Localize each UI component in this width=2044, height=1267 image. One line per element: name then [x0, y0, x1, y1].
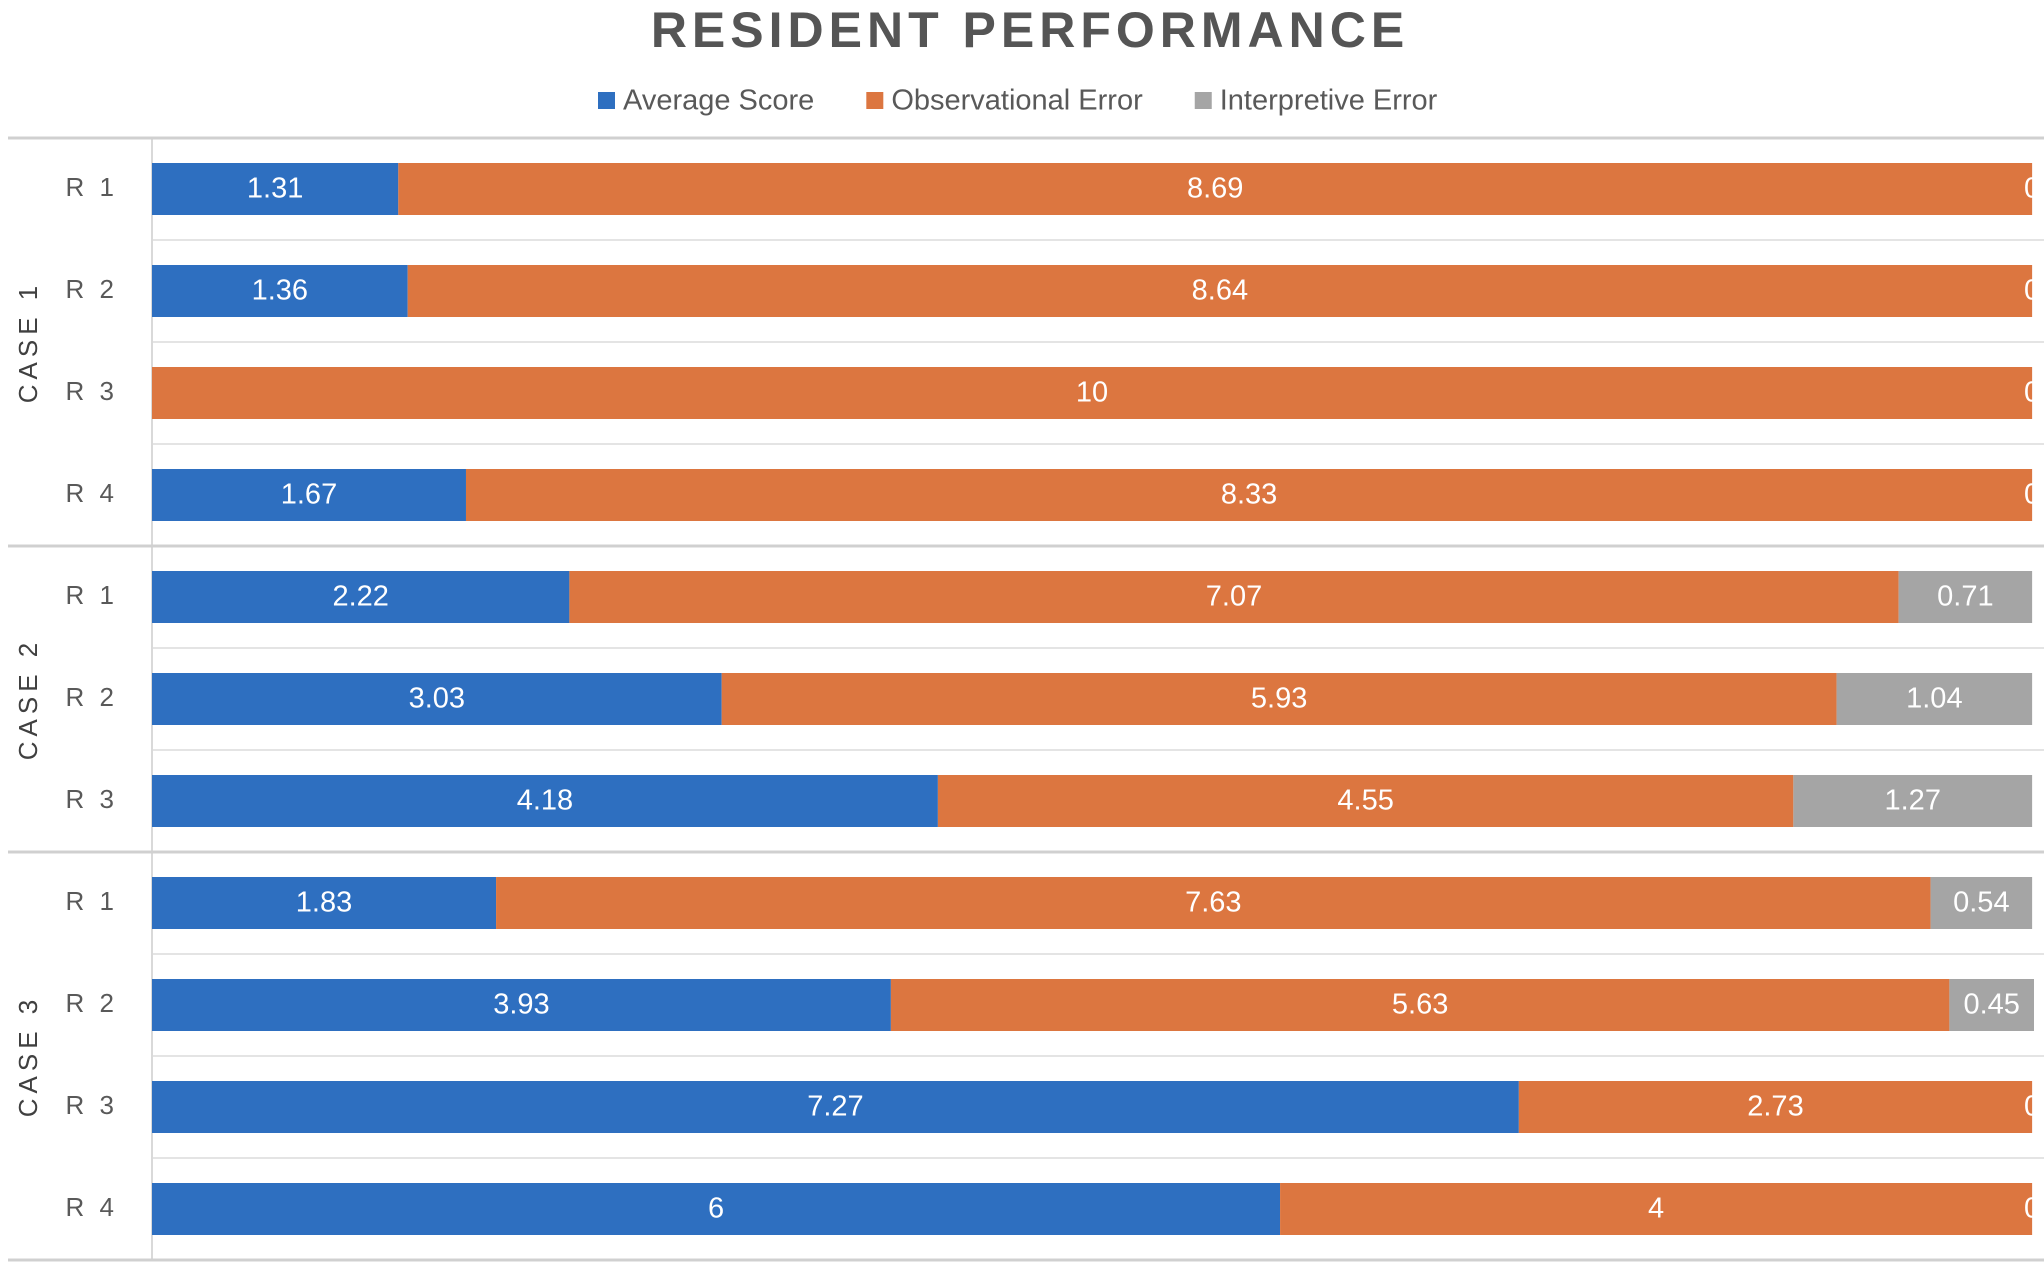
y-tick-label: R 4: [66, 478, 118, 508]
data-label: 1.83: [296, 887, 352, 919]
group-label: CASE 1: [13, 281, 43, 404]
bar-segment: [721, 673, 1837, 725]
data-label: 8.69: [1187, 173, 1243, 205]
data-label: 0: [2024, 1091, 2040, 1123]
group-label: CASE 2: [13, 638, 43, 761]
data-label: 8.33: [1221, 479, 1277, 511]
legend-swatch: [598, 92, 615, 109]
data-label: 0: [2024, 275, 2040, 307]
bar-segment: [1836, 673, 2033, 725]
data-label: 5.63: [1392, 989, 1448, 1021]
legend-swatch: [866, 92, 884, 109]
bar-segment: [398, 163, 2033, 215]
y-tick-label: R 1: [66, 580, 118, 610]
bar-segment: [152, 775, 938, 827]
data-label: 0: [2024, 173, 2040, 205]
bar-segment: [152, 265, 408, 317]
data-label: 1.31: [247, 173, 303, 205]
data-label: 3.03: [409, 683, 465, 715]
bar-segment: [1949, 979, 2034, 1031]
data-label: 7.27: [807, 1091, 863, 1123]
bar-segment: [152, 163, 399, 215]
data-label: 3.93: [493, 989, 549, 1021]
bar-segment: [152, 1081, 1519, 1133]
y-tick-label: R 2: [66, 274, 118, 304]
data-label: 1.36: [252, 275, 308, 307]
data-label: 4.55: [1337, 785, 1393, 817]
bar-segment: [152, 1183, 1281, 1235]
data-label: 1.67: [281, 479, 337, 511]
data-label: 0.54: [1953, 887, 2009, 919]
bar-segment: [937, 775, 1794, 827]
y-tick-label: R 3: [66, 376, 118, 406]
bar-segment: [1280, 1183, 2033, 1235]
y-tick-label: R 3: [66, 1090, 118, 1120]
bar-segment: [152, 469, 466, 521]
data-label: 1.04: [1906, 683, 1962, 715]
bar-segment: [1930, 877, 2033, 929]
data-label: 4: [1648, 1193, 1664, 1225]
data-label: 0.45: [1963, 989, 2019, 1021]
legend-label: Interpretive Error: [1220, 85, 1438, 117]
data-label: 2.22: [332, 581, 388, 613]
bar-segment: [152, 979, 891, 1031]
bar-segment: [407, 265, 2033, 317]
data-label: 8.64: [1192, 275, 1248, 307]
data-label: 5.93: [1251, 683, 1307, 715]
legend-swatch: [1194, 92, 1212, 109]
legend-label: Average Score: [623, 85, 814, 117]
y-tick-label: R 4: [66, 1192, 118, 1222]
bar-segment: [1793, 775, 2033, 827]
legend-label: Observational Error: [891, 85, 1143, 117]
data-label: 0: [2024, 479, 2040, 511]
bar-segment: [1898, 571, 2033, 623]
bar-segment: [496, 877, 1931, 929]
bar-segment: [890, 979, 1950, 1031]
bar-segment: [465, 469, 2033, 521]
bar-segment: [1518, 1081, 2033, 1133]
data-label: 0: [2024, 1193, 2040, 1225]
group-label: CASE 3: [13, 995, 43, 1118]
data-label: 0: [2024, 377, 2040, 409]
bar-segment: [152, 367, 2033, 419]
bar-segment: [152, 571, 570, 623]
y-tick-label: R 3: [66, 784, 118, 814]
chart-title: RESIDENT PERFORMANCE: [651, 2, 1409, 58]
y-tick-label: R 1: [66, 172, 118, 202]
y-tick-label: R 2: [66, 988, 118, 1018]
y-tick-label: R 2: [66, 682, 118, 712]
data-label: 7.07: [1206, 581, 1262, 613]
bar-segment: [569, 571, 1899, 623]
data-label: 0.71: [1937, 581, 1993, 613]
y-tick-label: R 1: [66, 886, 118, 916]
data-label: 10: [1076, 377, 1108, 409]
data-label: 6: [708, 1193, 724, 1225]
bar-segment: [152, 877, 497, 929]
data-label: 4.18: [517, 785, 573, 817]
data-label: 7.63: [1185, 887, 1241, 919]
bar-segment: [152, 673, 722, 725]
data-label: 1.27: [1885, 785, 1941, 817]
data-label: 2.73: [1747, 1091, 1803, 1123]
